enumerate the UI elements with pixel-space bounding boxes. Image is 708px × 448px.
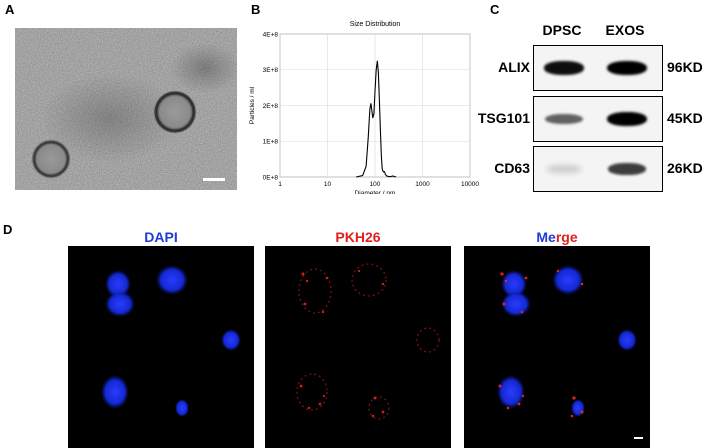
blot-size-label: 45KD — [667, 110, 703, 126]
blot-band — [607, 60, 647, 76]
dapi-image — [68, 246, 254, 448]
panel-label-c: C — [490, 2, 500, 17]
x-axis-label: Diameter / nm — [355, 190, 396, 194]
y-axis-label: Particles / ml — [249, 86, 256, 124]
merge-title-part1: Me — [536, 229, 556, 245]
x-tick-label: 10000 — [461, 181, 479, 188]
pkh26-title: PKH26 — [335, 229, 381, 245]
tem-micrograph — [15, 28, 237, 190]
x-tick-label: 1 — [278, 181, 282, 188]
merge-image — [464, 246, 650, 448]
blot-band — [607, 162, 647, 176]
panel-label-d: D — [3, 222, 13, 237]
chart-title: Size Distribution — [350, 21, 401, 28]
panel-label-b: B — [251, 2, 261, 17]
blot-protein-label: TSG101 — [477, 110, 530, 126]
blot-protein-label: CD63 — [494, 160, 530, 176]
blot-size-label: 26KD — [667, 160, 703, 176]
pkh26-image — [265, 246, 451, 448]
y-tick-label: 0E+8 — [263, 174, 279, 181]
x-tick-label: 100 — [370, 181, 381, 188]
x-tick-label: 10 — [324, 181, 332, 188]
panel-label-a: A — [5, 2, 15, 17]
blot-strip — [533, 96, 663, 142]
y-tick-label: 4E+8 — [263, 31, 279, 38]
y-tick-label: 3E+8 — [263, 67, 279, 74]
y-tick-label: 1E+8 — [263, 139, 279, 146]
merge-title: Merge — [464, 229, 650, 245]
series-line — [355, 60, 397, 178]
blot-band — [544, 60, 584, 76]
y-tick-label: 2E+8 — [263, 103, 279, 110]
scale-bar — [634, 437, 643, 439]
x-tick-label: 1000 — [415, 181, 430, 188]
blot-strip — [533, 45, 663, 91]
blot-band — [546, 165, 582, 173]
blot-column-header: DPSC — [542, 22, 582, 38]
blot-size-label: 96KD — [667, 59, 703, 75]
blot-band — [607, 111, 647, 127]
size-distribution-chart: 1 10 100 1000 10000 0E+8 1E+8 2E+8 3E+8 4E+8 Size … — [244, 14, 480, 197]
blot-column-header: EXOS — [605, 22, 645, 38]
scale-bar — [203, 178, 225, 181]
blot-band — [545, 113, 583, 125]
merge-title-part2: rge — [555, 229, 578, 245]
dapi-title: DAPI — [144, 229, 178, 245]
blot-protein-label: ALIX — [498, 59, 530, 75]
blot-strip — [533, 146, 663, 192]
